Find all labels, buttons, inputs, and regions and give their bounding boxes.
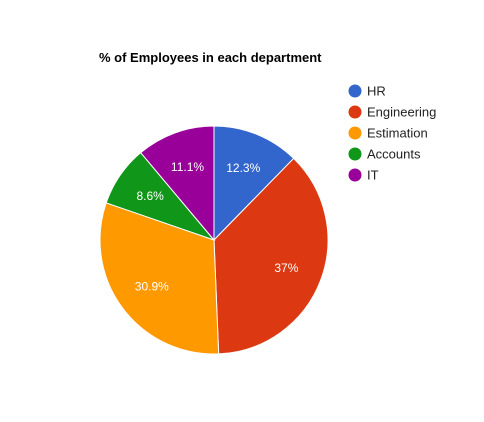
pie-slice-hr[interactable] (213, 125, 295, 242)
legend-marker-estimation (348, 126, 362, 140)
pie-slice-engineering[interactable] (213, 157, 329, 355)
legend-item-estimation[interactable]: Estimation (348, 126, 428, 141)
legend-label-estimation: Estimation (367, 126, 428, 141)
slice-label-hr: 12.3% (226, 161, 260, 175)
legend-marker-accounts (348, 147, 362, 161)
legend-marker-hr (348, 84, 362, 98)
pie-slice-estimation[interactable] (99, 202, 220, 355)
legend-label-it: IT (367, 168, 379, 183)
slice-label-it: 11.1% (171, 160, 204, 174)
pie-slices (99, 125, 329, 355)
pie-slice-labels: 12.3% 37% 30.9% 8.6% 11.1% (135, 160, 299, 293)
legend-label-engineering: Engineering (367, 105, 436, 120)
pie-slice-it[interactable] (140, 125, 215, 242)
legend: HR Engineering Estimation Accounts IT (348, 84, 437, 183)
slice-label-accounts: 8.6% (136, 189, 164, 203)
legend-item-it[interactable]: IT (348, 168, 379, 183)
legend-item-accounts[interactable]: Accounts (348, 147, 421, 162)
legend-marker-it (348, 168, 362, 182)
slice-label-engineering: 37% (274, 261, 298, 275)
chart-title: % of Employees in each department (99, 50, 322, 65)
slice-label-estimation: 30.9% (135, 279, 169, 293)
legend-item-engineering[interactable]: Engineering (348, 105, 437, 120)
legend-marker-engineering (348, 105, 362, 119)
legend-label-accounts: Accounts (367, 147, 421, 162)
legend-label-hr: HR (367, 84, 386, 99)
legend-item-hr[interactable]: HR (348, 84, 386, 99)
